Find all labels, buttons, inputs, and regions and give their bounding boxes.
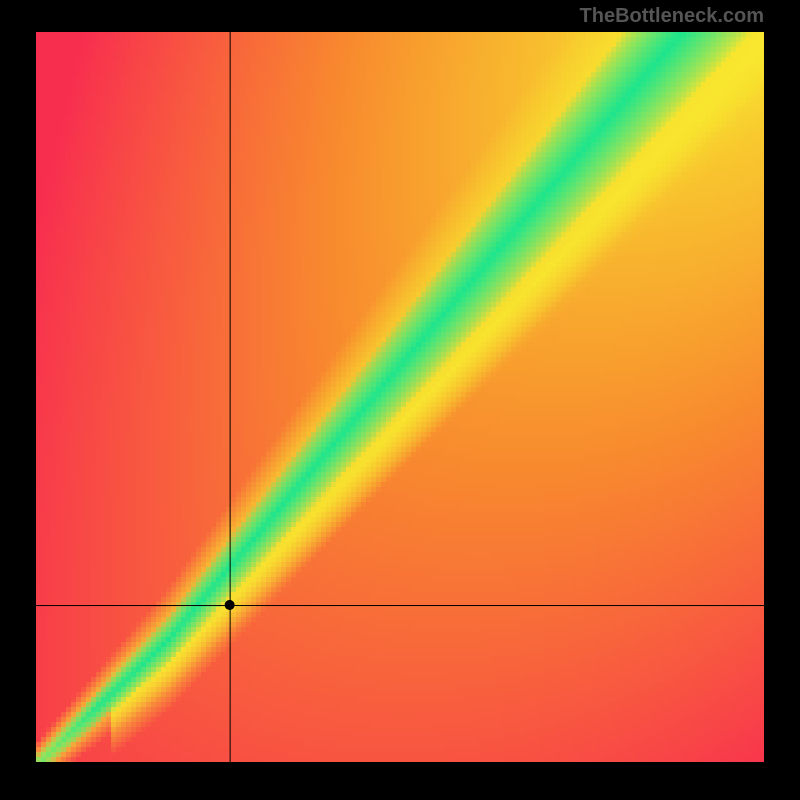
- heatmap-chart: [36, 32, 764, 762]
- watermark-text: TheBottleneck.com: [580, 5, 764, 28]
- chart-container: TheBottleneck.com: [0, 0, 800, 800]
- heatmap-canvas: [36, 32, 764, 762]
